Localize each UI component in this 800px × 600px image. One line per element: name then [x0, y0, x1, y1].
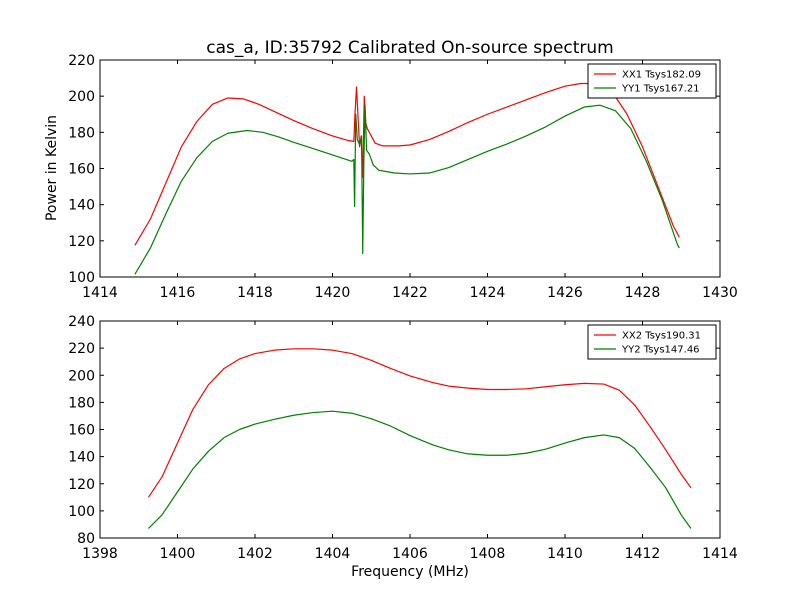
x-tick-label: 1420 [315, 285, 351, 301]
x-tick-label: 1406 [392, 546, 428, 562]
series-line-2 [134, 104, 680, 275]
y-tick-label: 100 [68, 270, 95, 286]
y-tick-label: 160 [68, 162, 95, 178]
x-tick-label: 1412 [625, 546, 661, 562]
x-tick-label: 1404 [315, 546, 351, 562]
y-tick-label: 220 [68, 53, 95, 69]
ticks-top: 1414 1416 1418 1420 1422 1424 1426 1428 1430 100 1… [68, 53, 738, 301]
x-tick-label: 1424 [470, 285, 506, 301]
x-axis-label: Frequency (MHz) [351, 564, 469, 580]
x-tick-label: 1410 [547, 546, 583, 562]
bottom-panel: 1398 1400 1402 1404 1406 1408 1410 1412 1414 80 10… [68, 314, 738, 580]
y-axis-label: Power in Kelvin [44, 115, 60, 221]
y-tick-label: 200 [68, 89, 95, 105]
x-tick-label: 1428 [625, 285, 661, 301]
top-panel: cas_a, ID:35792 Calibrated On-source spe… [44, 38, 738, 301]
y-tick-label: 120 [68, 234, 95, 250]
legend-label: XX1 Tsys182.09 [622, 70, 701, 81]
y-tick-label: 220 [68, 341, 95, 357]
y-tick-label: 100 [68, 504, 95, 520]
x-tick-label: 1414 [702, 546, 738, 562]
x-tick-label: 1398 [82, 546, 118, 562]
y-tick-label: 140 [68, 450, 95, 466]
legend-label: XX2 Tsys190.31 [622, 331, 701, 342]
chart-title: cas_a, ID:35792 Calibrated On-source spe… [206, 38, 614, 58]
legend-bottom: XX2 Tsys190.31 YY2 Tsys147.46 [587, 324, 717, 360]
y-tick-label: 240 [68, 314, 95, 330]
y-tick-label: 160 [68, 423, 95, 439]
x-tick-label: 1408 [470, 546, 506, 562]
x-tick-label: 1402 [237, 546, 273, 562]
y-tick-label: 180 [68, 395, 95, 411]
x-tick-label: 1422 [392, 285, 428, 301]
series-line-2 [148, 410, 692, 529]
series-line-1 [147, 348, 692, 498]
x-tick-label: 1400 [160, 546, 196, 562]
legend-label: YY1 Tsys167.21 [621, 84, 700, 95]
x-tick-label: 1416 [160, 285, 196, 301]
legend-box [587, 63, 717, 99]
x-tick-label: 1418 [237, 285, 273, 301]
y-tick-label: 80 [77, 531, 95, 547]
plot-lines-top [134, 82, 680, 275]
legend-top: XX1 Tsys182.09 YY1 Tsys167.21 [587, 63, 717, 99]
legend-box [587, 324, 717, 360]
y-tick-label: 200 [68, 368, 95, 384]
x-tick-label: 1414 [82, 285, 118, 301]
y-tick-label: 140 [68, 198, 95, 214]
plot-lines-bottom [147, 348, 692, 529]
x-tick-label: 1430 [702, 285, 738, 301]
x-tick-label: 1426 [547, 285, 583, 301]
ticks-bottom: 1398 1400 1402 1404 1406 1408 1410 1412 1414 80 10… [68, 314, 738, 562]
legend-label: YY2 Tsys147.46 [621, 345, 700, 356]
y-tick-label: 120 [68, 477, 95, 493]
y-tick-label: 180 [68, 125, 95, 141]
